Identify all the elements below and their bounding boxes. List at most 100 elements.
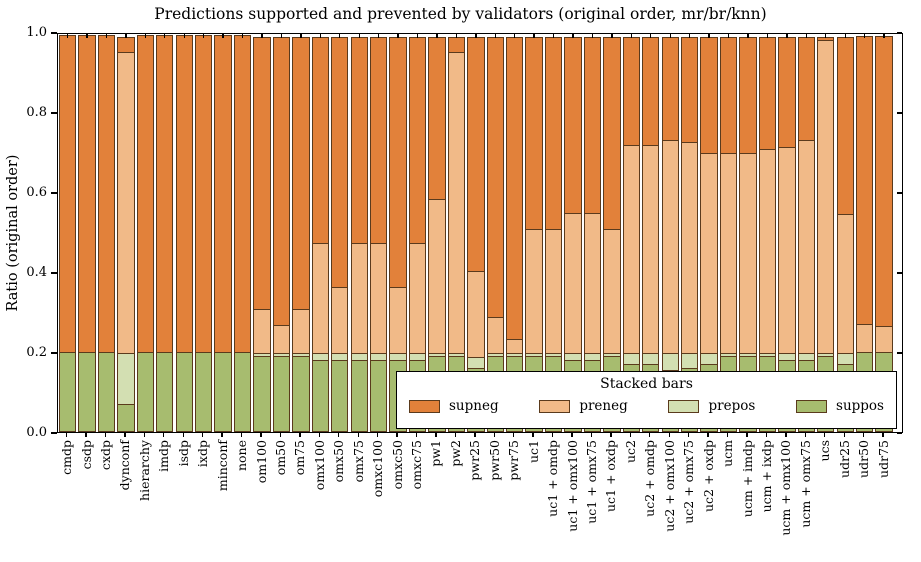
segment-preneg [797,139,815,355]
x-tick-top [416,34,419,38]
segment-preneg [661,139,679,355]
x-tick-bottom [882,433,884,437]
x-tick-top [844,34,846,38]
segment-suppos [78,352,96,432]
segment-preneg [428,199,446,355]
bar-ixdp [194,35,213,432]
segment-preneg [855,323,874,354]
x-tick-top [319,34,321,38]
x-tick-top [397,34,399,38]
y-tick-right [897,32,902,34]
segment-supneg [564,37,582,215]
x-tick-bottom [240,433,243,437]
x-tick-top [494,34,496,38]
x-tick-bottom [765,433,768,437]
x-tick-top [825,34,827,38]
x-tick-label: uc2 + omx75 [681,440,697,524]
segment-preneg [739,153,757,355]
x-tick-label: cxdp [97,440,113,471]
x-tick-top [280,34,283,38]
x-tick-bottom [143,433,146,437]
y-tick-right [897,112,902,114]
x-tick-top [183,34,185,38]
x-tick-top [727,34,730,38]
x-tick-label: none [234,440,250,472]
x-tick-bottom [338,433,340,437]
x-tick-bottom [551,433,554,437]
x-tick-top [105,34,108,38]
x-tick-bottom [201,433,204,437]
legend-entry-preneg: preneg [539,398,628,414]
segment-suppos [331,360,349,432]
x-tick-label: pwr25 [467,440,483,481]
x-tick-top [630,34,633,38]
x-tick-label: udr75 [875,440,891,478]
bar-isdp [175,35,193,432]
x-tick-bottom [415,433,418,437]
segment-supneg [331,37,349,288]
segment-preneg [408,242,427,355]
segment-supneg [797,37,815,141]
x-tick-label: pw2 [447,440,463,467]
x-tick-bottom [65,433,68,437]
segment-suppos [292,356,310,432]
bar-om100 [253,37,271,432]
legend-label: prepos [708,398,756,414]
segment-preneg [544,229,563,355]
segment-preneg [486,316,504,355]
segment-supneg [136,35,155,354]
segment-supneg [506,37,524,340]
x-tick-bottom [124,433,126,437]
x-tick-top [222,34,224,38]
segment-suppos [97,352,116,432]
segment-preneg [369,242,388,355]
segment-supneg [622,37,641,146]
legend-entry-suppos: suppos [796,398,884,414]
x-tick-top [669,34,671,38]
bar-omx100 [311,37,329,432]
x-tick-label: csdp [78,440,94,470]
segment-supneg [428,37,446,201]
bar-none [233,35,252,432]
segment-supneg [311,37,329,244]
x-tick-label: om50 [272,440,288,476]
x-tick-label: uc1 + oxdp [603,440,619,513]
segment-supneg [661,37,679,141]
x-tick-label: uc1 + omx100 [564,440,580,532]
segment-preneg [467,270,485,359]
x-tick-top [786,34,788,38]
x-tick-top [747,34,749,38]
x-tick-bottom [804,433,806,437]
x-tick-label: uc2 + omdp [642,440,658,517]
x-tick-top [475,34,477,38]
segment-supneg [603,37,621,231]
segment-suppos [369,360,388,432]
x-tick-label: ucm + ixdp [758,440,774,513]
y-tick-right [897,272,902,274]
x-tick-bottom [649,433,651,437]
x-tick-top [164,34,166,38]
segment-supneg [369,37,388,244]
bar-cmdp [58,35,77,432]
y-tick [51,352,57,354]
legend-entry-prepos: prepos [668,398,755,414]
x-tick-bottom [104,433,107,437]
segment-suppos [214,352,232,432]
segment-preneg [700,153,718,355]
x-tick-top [358,34,360,38]
x-tick-label: ixdp [195,440,211,468]
segment-supneg [233,35,252,354]
chart-title: Predictions supported and prevented by v… [154,5,767,23]
x-tick-top [436,34,438,38]
bar-dynconf [117,37,135,432]
x-tick-top [805,34,807,38]
x-tick-bottom [629,433,632,437]
x-tick-top [455,34,458,38]
x-tick-bottom [318,433,320,437]
y-tick-right [897,192,902,194]
segment-supneg [836,37,854,216]
x-tick-top [514,34,516,38]
x-tick-bottom [396,433,398,437]
x-tick-label: uc1 [525,440,541,464]
x-tick-label: pwr75 [506,440,522,481]
